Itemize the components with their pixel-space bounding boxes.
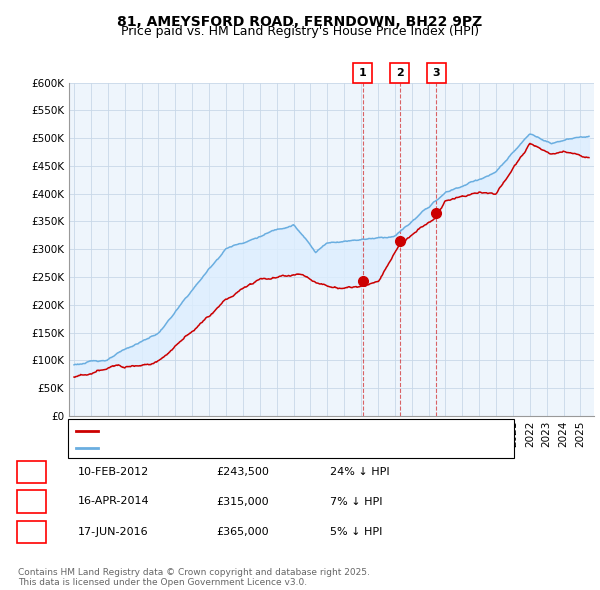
Text: 3: 3: [433, 68, 440, 77]
Text: 81, AMEYSFORD ROAD, FERNDOWN, BH22 9PZ (detached house): 81, AMEYSFORD ROAD, FERNDOWN, BH22 9PZ (…: [103, 426, 466, 436]
Text: 1: 1: [28, 467, 35, 477]
Text: £315,000: £315,000: [216, 497, 269, 506]
Text: £243,500: £243,500: [216, 467, 269, 477]
Text: 81, AMEYSFORD ROAD, FERNDOWN, BH22 9PZ: 81, AMEYSFORD ROAD, FERNDOWN, BH22 9PZ: [118, 15, 482, 29]
Text: 24% ↓ HPI: 24% ↓ HPI: [330, 467, 389, 477]
Text: 10-FEB-2012: 10-FEB-2012: [78, 467, 149, 477]
Text: £365,000: £365,000: [216, 527, 269, 537]
Text: Price paid vs. HM Land Registry's House Price Index (HPI): Price paid vs. HM Land Registry's House …: [121, 25, 479, 38]
Text: 16-APR-2014: 16-APR-2014: [78, 497, 149, 506]
Text: 1: 1: [359, 68, 367, 77]
Text: 17-JUN-2016: 17-JUN-2016: [78, 527, 149, 537]
Text: 5% ↓ HPI: 5% ↓ HPI: [330, 527, 382, 537]
Text: 3: 3: [28, 527, 35, 537]
Text: 2: 2: [28, 497, 35, 506]
Text: HPI: Average price, detached house, Dorset: HPI: Average price, detached house, Dors…: [103, 443, 346, 453]
Text: 7% ↓ HPI: 7% ↓ HPI: [330, 497, 383, 506]
Text: 2: 2: [396, 68, 404, 77]
Text: Contains HM Land Registry data © Crown copyright and database right 2025.
This d: Contains HM Land Registry data © Crown c…: [18, 568, 370, 587]
